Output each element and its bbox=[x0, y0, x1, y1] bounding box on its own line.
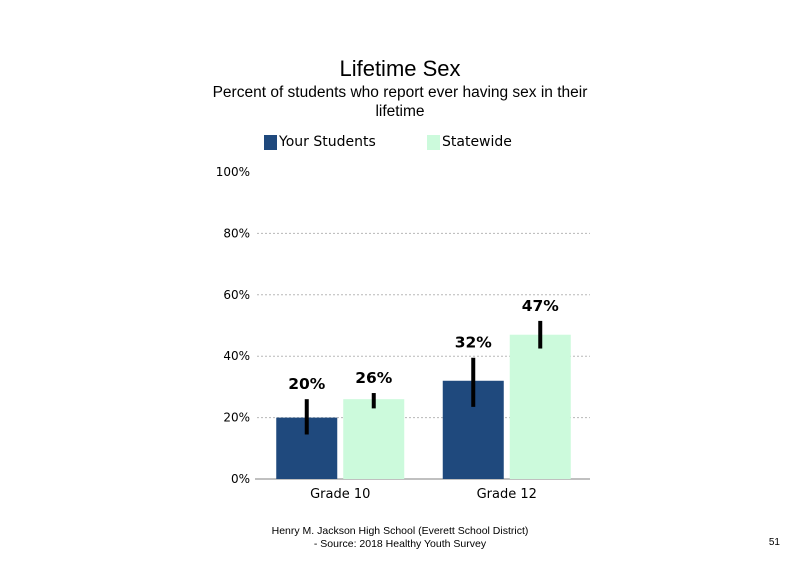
footer-line-1: Henry M. Jackson High School (Everett Sc… bbox=[271, 525, 529, 537]
y-tick-label-40: 40% bbox=[223, 349, 250, 363]
x-tick-label-grade-12: Grade 12 bbox=[477, 487, 537, 502]
chart-title: Lifetime Sex bbox=[339, 56, 461, 81]
legend-label-your-students: Your Students bbox=[279, 134, 376, 150]
page-number: 51 bbox=[768, 537, 780, 548]
y-tick-label-60: 60% bbox=[223, 288, 250, 302]
legend-label-statewide: Statewide bbox=[442, 134, 512, 150]
data-label-statewide-grade-12: 47% bbox=[522, 297, 560, 315]
legend-item-your-students: Your Students bbox=[264, 133, 376, 151]
bar-statewide-grade-10 bbox=[343, 399, 405, 479]
footer-line-2: - Source: 2018 Healthy Youth Survey bbox=[313, 538, 487, 550]
bar-statewide-grade-12 bbox=[509, 334, 571, 479]
y-tick-label-0: 0% bbox=[231, 472, 250, 486]
legend-swatch-statewide bbox=[427, 134, 440, 150]
y-tick-label-80: 80% bbox=[223, 226, 250, 240]
chart-subtitle: Percent of students who report ever havi… bbox=[212, 84, 588, 120]
footer-source: Henry M. Jackson High School (Everett Sc… bbox=[200, 525, 600, 551]
x-tick-label-grade-10: Grade 10 bbox=[310, 487, 370, 502]
data-label-your-students-grade-10: 20% bbox=[288, 375, 326, 393]
y-tick-label-20: 20% bbox=[223, 411, 250, 425]
data-label-your-students-grade-12: 32% bbox=[455, 334, 493, 352]
y-tick-label-100: 100% bbox=[216, 165, 250, 179]
legend-item-statewide: Statewide bbox=[427, 133, 512, 151]
data-label-statewide-grade-10: 26% bbox=[355, 369, 393, 387]
legend-swatch-your-students bbox=[264, 134, 277, 150]
